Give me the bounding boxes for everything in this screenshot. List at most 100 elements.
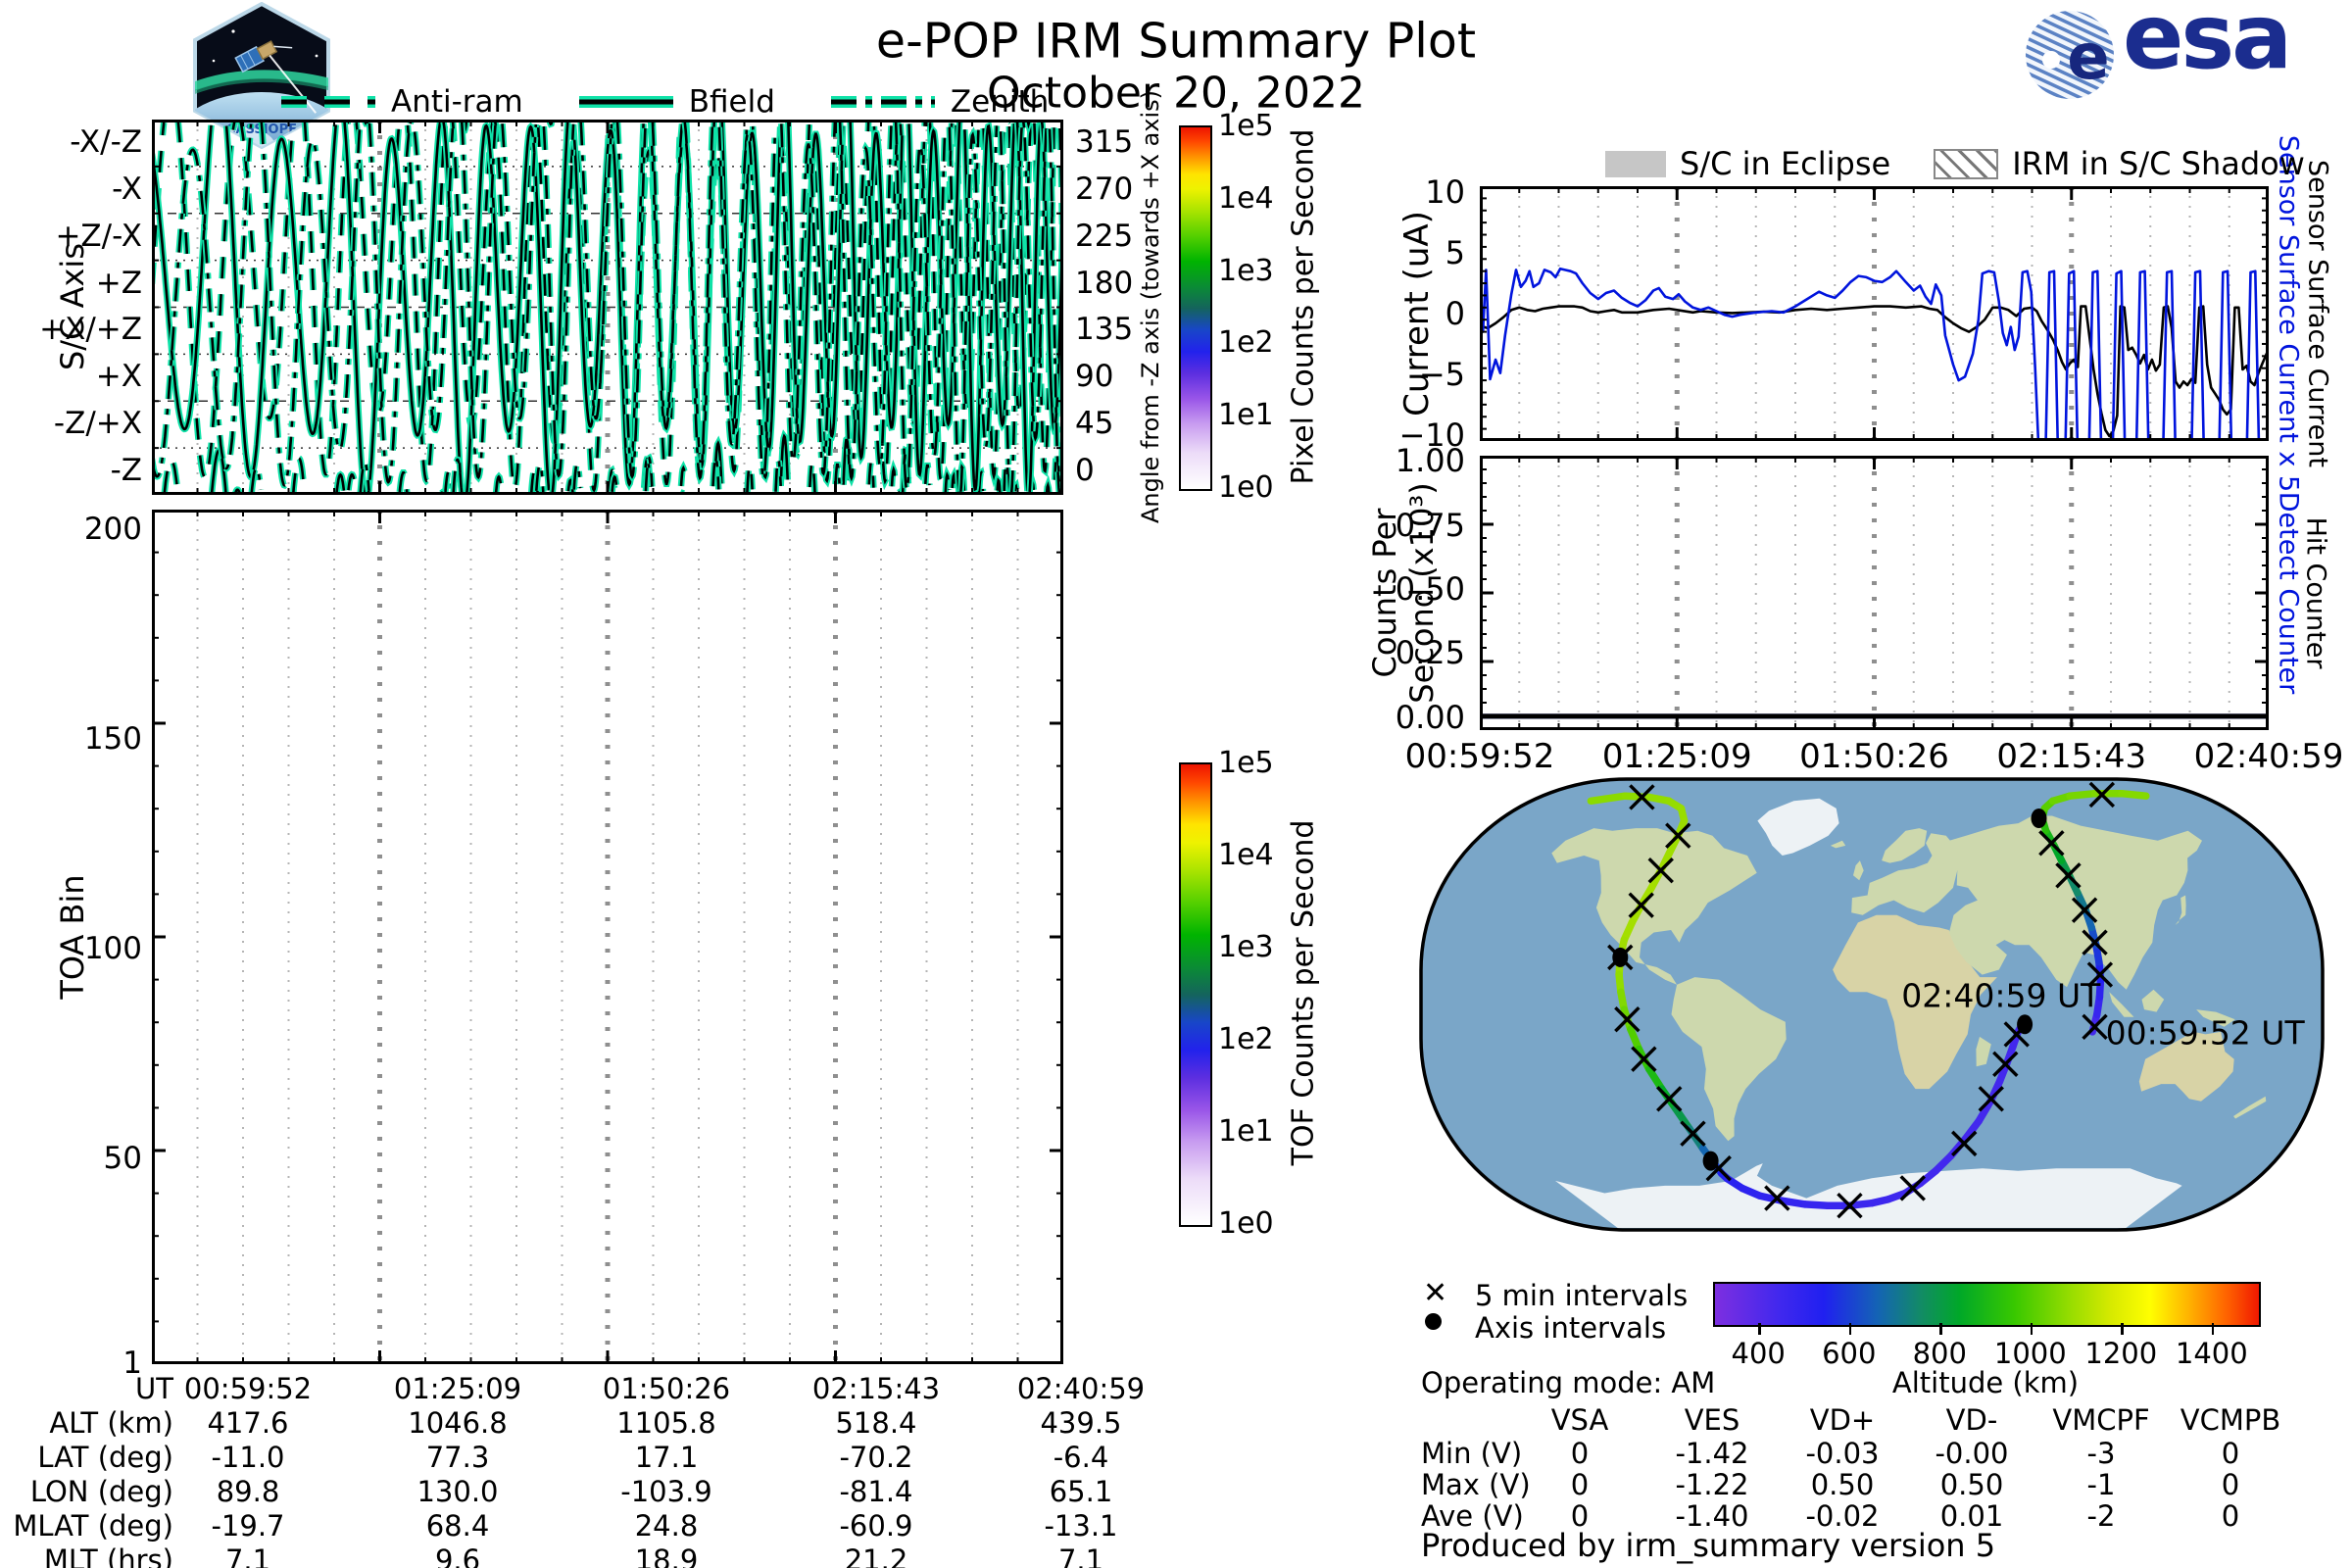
- five-min-mark: [1764, 1185, 1790, 1211]
- tick-label: 01:50:26: [1799, 737, 1949, 776]
- sc-axis-plot: [152, 120, 1063, 495]
- tick-label: 180: [1075, 265, 1134, 301]
- satellite-icon: [234, 40, 317, 114]
- tick-label: 1e0: [1218, 1206, 1274, 1241]
- tick-label: 0.50: [1395, 570, 1465, 609]
- eclipse-legend: S/C in Eclipse IRM in S/C Shadow: [1605, 145, 2305, 182]
- tick-label: 1e3: [1218, 253, 1274, 288]
- tick-label: 68.4: [425, 1509, 490, 1543]
- altitude-tick-label: 1200: [2084, 1337, 2158, 1370]
- esa-globe-icon: [2026, 11, 2114, 99]
- tick-label: 417.6: [207, 1406, 289, 1440]
- five-min-mark: [2086, 961, 2114, 988]
- tick-label: 100: [83, 930, 142, 966]
- altitude-tick: [1758, 1323, 1761, 1335]
- tick-label: -13.1: [1044, 1509, 1118, 1543]
- tick-label: 02:15:43: [811, 1372, 941, 1405]
- five-min-mark: [1628, 892, 1654, 918]
- altitude-tick-label: 800: [1912, 1337, 1967, 1370]
- tick-label: 65.1: [1049, 1475, 1113, 1508]
- legend-item-bfield: Bfield: [577, 84, 775, 120]
- tick-label: 1e5: [1218, 109, 1274, 143]
- tick-label: 5: [1445, 234, 1465, 272]
- tick-label: 0: [2221, 1437, 2240, 1470]
- five-min-mark: [1978, 1086, 2004, 1112]
- pixel-counts-colorbar-label: Pixel Counts per Second: [1286, 128, 1321, 485]
- tick-label: 02:15:43: [1996, 737, 2147, 776]
- sensor-current-plot: [1480, 186, 2269, 441]
- tick-label: 150: [83, 721, 142, 758]
- altitude-colorbar-ticks: 400 600 800 1000 1200 1400: [1713, 1282, 2257, 1370]
- tick-label: -1: [2086, 1468, 2116, 1501]
- tick-label: -1.22: [1675, 1468, 1749, 1501]
- axis-interval-mark: [2031, 808, 2047, 828]
- tick-label: -X/-Z: [70, 123, 142, 160]
- tick-label: -11.0: [211, 1441, 285, 1474]
- tick-label: 77.3: [425, 1441, 490, 1474]
- tick-label: 01:50:26: [602, 1372, 731, 1405]
- tick-label: VSA: [1550, 1403, 1609, 1437]
- legend-label: IRM in S/C Shadow: [2012, 145, 2305, 182]
- five-min-mark: [2082, 929, 2108, 956]
- tick-label: 1e3: [1218, 930, 1274, 964]
- tick-label: 10: [1425, 173, 1465, 212]
- tick-label: 518.4: [835, 1406, 917, 1440]
- five-min-mark: [1629, 784, 1655, 810]
- tick-label: 50: [103, 1140, 142, 1176]
- figure-date: October 20, 2022: [986, 68, 1366, 119]
- tick-label: Max (V): [1421, 1468, 1531, 1501]
- tick-label: 0.25: [1395, 634, 1465, 672]
- tof-counts-colorbar: [1179, 762, 1212, 1227]
- tof-counts-colorbar-label: TOF Counts per Second: [1286, 819, 1321, 1166]
- dashdot-line-icon: [830, 96, 935, 108]
- tick-label: -103.9: [620, 1475, 712, 1508]
- esa-wordmark: esa: [2123, 0, 2292, 89]
- tick-label: 0: [2221, 1499, 2240, 1533]
- altitude-colorbar-label: Altitude (km): [1891, 1366, 2080, 1399]
- legend-label: S/C in Eclipse: [1680, 145, 1891, 182]
- tick-label: 1: [122, 1346, 142, 1381]
- five-min-mark: [1899, 1175, 1926, 1201]
- solid-line-icon: [578, 96, 673, 108]
- tick-label: UT: [135, 1372, 173, 1405]
- tick-label: ALT (km): [49, 1406, 173, 1440]
- tick-label: 01:25:09: [1601, 737, 1752, 776]
- axis-interval-mark: [1612, 947, 1629, 967]
- tick-label: 0: [1570, 1468, 1590, 1501]
- tick-label: 0.75: [1395, 506, 1465, 544]
- hit-counter-label: Hit Counter: [2300, 516, 2331, 669]
- tick-label: Ave (V): [1421, 1499, 1524, 1533]
- track-time-label: 00:59:52 UT: [2106, 1014, 2306, 1053]
- shadow-hatch-swatch-icon: [1934, 148, 1999, 179]
- tick-label: 45: [1075, 406, 1114, 442]
- tick-label: −10: [1398, 416, 1465, 454]
- tick-label: 135: [1075, 312, 1134, 348]
- tick-label: 1e1: [1218, 398, 1274, 433]
- five-min-mark: [1992, 1051, 2019, 1078]
- tick-label: 1046.8: [408, 1406, 508, 1440]
- five-min-mark: [1647, 857, 1674, 884]
- altitude-tick: [1848, 1323, 1852, 1335]
- tick-label: -0.00: [1935, 1437, 2009, 1470]
- esa-logo: e esa: [2021, 0, 2295, 104]
- five-min-mark: [2088, 781, 2116, 808]
- legend-item-eclipse: S/C in Eclipse: [1605, 145, 1890, 182]
- legend-label: Anti-ram: [391, 84, 523, 120]
- pixel-counts-colorbar: [1179, 125, 1212, 491]
- five-min-mark: [1656, 1086, 1683, 1112]
- tick-label: +X: [95, 359, 142, 395]
- tick-label: 315: [1075, 123, 1134, 160]
- tick-label: 21.2: [844, 1544, 908, 1568]
- five-min-mark: [1665, 822, 1691, 849]
- tick-label: 00:59:52: [183, 1372, 313, 1405]
- tick-label: -60.9: [839, 1509, 913, 1543]
- tick-label: 0: [1075, 453, 1095, 489]
- track-time-label: 02:40:59 UT: [1901, 977, 2101, 1015]
- tick-label: -Z: [110, 453, 142, 489]
- tick-label: 0: [1570, 1499, 1590, 1533]
- sc-axis-ylabel: S/C Axis: [54, 243, 91, 370]
- toa-bin-plot: [152, 510, 1063, 1364]
- tick-label: +Z/-X: [55, 218, 142, 254]
- tick-label: -0.02: [1805, 1499, 1880, 1533]
